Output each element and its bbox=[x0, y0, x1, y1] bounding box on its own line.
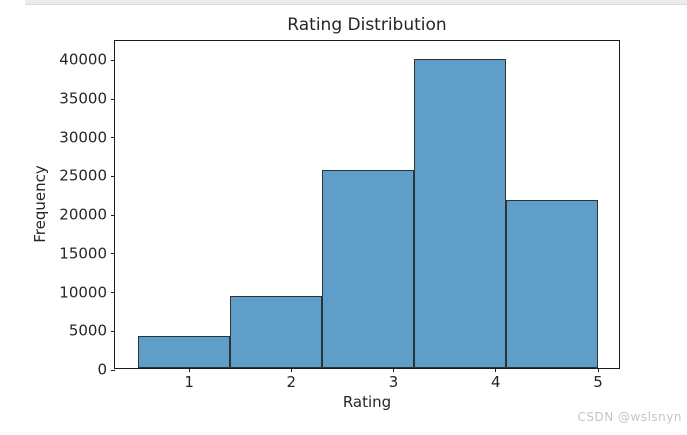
x-tick-mark bbox=[495, 368, 497, 372]
plot-area: 0 5000 10000 15000 20000 25000 30000 35000 40000… bbox=[59, 40, 620, 390]
x-tick-label: 1 bbox=[184, 373, 194, 391]
x-tick-mark bbox=[597, 368, 599, 372]
y-tick-label: 5000 bbox=[68, 321, 107, 340]
y-tick-mark bbox=[111, 98, 115, 100]
x-tick-mark bbox=[290, 368, 292, 372]
y-tick-mark bbox=[111, 59, 115, 61]
histogram-bar bbox=[506, 199, 598, 368]
x-axis-label: Rating bbox=[342, 393, 392, 411]
histogram-bar bbox=[322, 169, 414, 368]
x-tick-label: 5 bbox=[593, 373, 603, 391]
y-tick-label: 40000 bbox=[59, 50, 107, 69]
window-edge-strip bbox=[25, 0, 687, 5]
y-tick-label: 30000 bbox=[59, 128, 107, 147]
y-tick-mark bbox=[111, 214, 115, 216]
x-tick-mark bbox=[188, 368, 190, 372]
y-axis-label: Frequency bbox=[31, 165, 49, 243]
watermark: CSDN @wslsnyn bbox=[577, 410, 682, 424]
histogram-bar bbox=[138, 335, 230, 368]
y-tick-label: 15000 bbox=[59, 244, 107, 263]
y-tick-label: 10000 bbox=[59, 283, 107, 302]
x-tick-label: 4 bbox=[490, 373, 501, 391]
x-tick-label: 2 bbox=[286, 373, 297, 391]
y-tick-mark bbox=[111, 330, 115, 332]
histogram-bar bbox=[230, 295, 322, 368]
x-tick-mark bbox=[393, 368, 395, 372]
histogram-bar bbox=[414, 58, 506, 368]
y-tick-mark bbox=[111, 175, 115, 177]
y-tick-label: 25000 bbox=[59, 166, 107, 185]
y-tick-label: 35000 bbox=[59, 89, 107, 108]
y-tick-mark bbox=[111, 292, 115, 294]
y-tick-mark bbox=[111, 369, 115, 371]
y-tick-mark bbox=[111, 137, 115, 139]
y-tick-mark bbox=[111, 253, 115, 255]
x-tick-label: 3 bbox=[388, 373, 399, 391]
y-tick-label: 20000 bbox=[59, 205, 107, 224]
y-tick-label: 0 bbox=[97, 360, 107, 379]
chart-title: Rating Distribution bbox=[287, 15, 447, 35]
